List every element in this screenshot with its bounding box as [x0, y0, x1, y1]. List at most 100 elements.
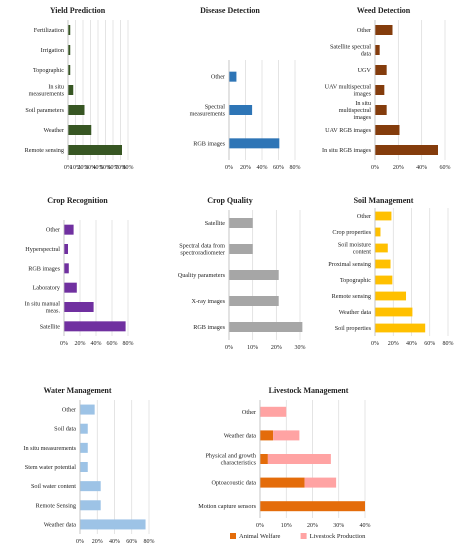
bar — [229, 296, 279, 306]
chart-title: Crop Quality — [207, 196, 253, 205]
category-label: Proximal sensing — [328, 261, 371, 268]
x-tick-label: 30% — [85, 165, 96, 171]
x-tick-label: 0% — [256, 523, 264, 529]
x-tick-label: 30% — [333, 523, 344, 529]
bar-livestock-production — [273, 430, 300, 441]
chart-title: Soil Management — [353, 196, 414, 205]
bar — [68, 125, 92, 135]
bar — [229, 71, 237, 82]
bar — [68, 25, 71, 35]
category-label: In situ measurements — [29, 84, 65, 98]
chart-panel-crop-recognition: Crop Recognition 0% 20% 40% 60% 80% Other Hyper… — [0, 190, 155, 410]
chart-panel-crop-quality: Crop Quality 0% 10% 20% 30% Satellite Spectral… — [155, 190, 306, 410]
bar — [375, 125, 400, 135]
category-label: Hyperspectral — [25, 246, 60, 253]
legend-label: Livestock Production — [310, 533, 367, 540]
category-label: Topographic — [340, 277, 371, 284]
x-tick-label: 0% — [225, 165, 233, 171]
x-tick-label: 20% — [75, 341, 86, 347]
category-label: Other — [211, 74, 225, 81]
x-tick-label: 40% — [257, 165, 268, 171]
chart-title: Crop Recognition — [47, 196, 108, 205]
chart-svg: 0% 20% 40% 60% 80% Other Soil data In situ meas… — [23, 400, 155, 545]
bar — [68, 145, 122, 155]
category-label: Soil water content — [31, 483, 76, 490]
chart-svg: 0% 20% 40% 60% 80% Other Crop properties Soil m… — [328, 208, 454, 347]
category-label: Laboratory — [33, 285, 61, 292]
x-tick-label: 70% — [115, 165, 126, 171]
x-tick-label: 20% — [307, 523, 318, 529]
x-tick-label: 40% — [91, 341, 102, 347]
category-label: Quality parameters — [178, 272, 226, 279]
x-tick-label: 80% — [290, 165, 301, 171]
category-label: RGB images — [193, 324, 225, 331]
category-label: Satellite — [205, 220, 226, 227]
x-tick-label: 0% — [64, 165, 72, 171]
bar — [80, 423, 88, 434]
bar — [80, 481, 101, 492]
x-tick-label: 20% — [388, 341, 399, 347]
bar — [375, 65, 387, 75]
category-label: Stem water potential — [25, 464, 76, 471]
x-tick-label: 50% — [100, 165, 111, 171]
category-label: Soil properties — [335, 325, 372, 332]
bar — [229, 322, 303, 332]
category-label: In situ RGB images — [322, 147, 372, 154]
category-label: Other — [62, 407, 76, 414]
x-tick-label: 20% — [240, 165, 251, 171]
x-tick-label: 30% — [295, 345, 306, 351]
x-tick-label: 40% — [93, 165, 104, 171]
x-tick-label: 0% — [371, 165, 379, 171]
chart-svg: 0% 10% 20% 30% 40% Other Weather data Physical … — [198, 400, 371, 540]
chart-panel-livestock-management: Livestock Management 0% 10% 20% 30% 40% Other W… — [155, 380, 462, 550]
bar — [80, 442, 88, 453]
legend-label: Animal Welfare — [239, 533, 281, 540]
category-label: X-ray images — [191, 298, 225, 305]
x-tick-label: 0% — [225, 345, 233, 351]
category-label: Soil data — [54, 426, 76, 433]
category-label: Physical and growth characteristics — [205, 453, 256, 467]
category-label: Optoacoustic data — [212, 480, 257, 487]
chart-panel-yield-prediction: Yield Prediction 0% 10% 20% 30% 40% 50% 60% 70% 8… — [0, 0, 155, 180]
chart-panel-water-management: Water Management 0% 20% 40% 60% 80% Other Soil … — [0, 380, 155, 550]
chart-svg: 0% 20% 40% 60% Other Satellite spectral data UG… — [322, 20, 451, 171]
x-tick-label: 40% — [406, 341, 417, 347]
x-tick-label: 80% — [123, 165, 134, 171]
bar — [68, 45, 71, 55]
chart-svg: 0% 20% 40% 60% 80% Other Spectral measurements R… — [190, 60, 301, 171]
x-tick-label: 20% — [92, 539, 103, 545]
bar — [375, 211, 392, 221]
category-label: Other — [242, 409, 256, 416]
chart-title: Yield Prediction — [49, 6, 106, 15]
chart-svg: 0% 20% 40% 60% 80% Other Hyperspectral RGB imag… — [25, 220, 134, 347]
category-label: In situ measurements — [23, 445, 76, 452]
chart-svg: 0% 10% 20% 30% Satellite Spectral data from sp… — [178, 210, 306, 351]
bar — [80, 462, 88, 472]
category-label: In situ manual meas. — [25, 301, 61, 315]
category-label: Soil moisture content — [338, 242, 371, 256]
chart-title: Weed Detection — [356, 6, 411, 15]
x-tick-label: 20% — [78, 165, 89, 171]
category-label: Remote Sensing — [36, 502, 76, 509]
bar — [375, 259, 391, 269]
bar — [68, 65, 71, 75]
x-tick-label: 60% — [108, 165, 119, 171]
x-tick-label: 60% — [107, 341, 118, 347]
bar — [229, 244, 253, 254]
bar — [64, 244, 68, 254]
bar-livestock-production — [267, 454, 331, 464]
bar — [375, 45, 380, 55]
chart-title: Water Management — [43, 386, 112, 395]
x-tick-label: 60% — [273, 165, 284, 171]
bar — [375, 105, 387, 115]
bar — [375, 145, 438, 155]
category-label: Motion capture sensors — [198, 503, 256, 510]
bar — [64, 321, 126, 332]
bar — [64, 302, 94, 312]
bar-animal-welfare — [260, 501, 365, 512]
bar-animal-welfare — [260, 430, 274, 441]
bar — [229, 138, 280, 149]
legend-swatch — [300, 533, 307, 539]
bar — [80, 404, 95, 415]
category-label: Remote sensing — [332, 293, 371, 300]
